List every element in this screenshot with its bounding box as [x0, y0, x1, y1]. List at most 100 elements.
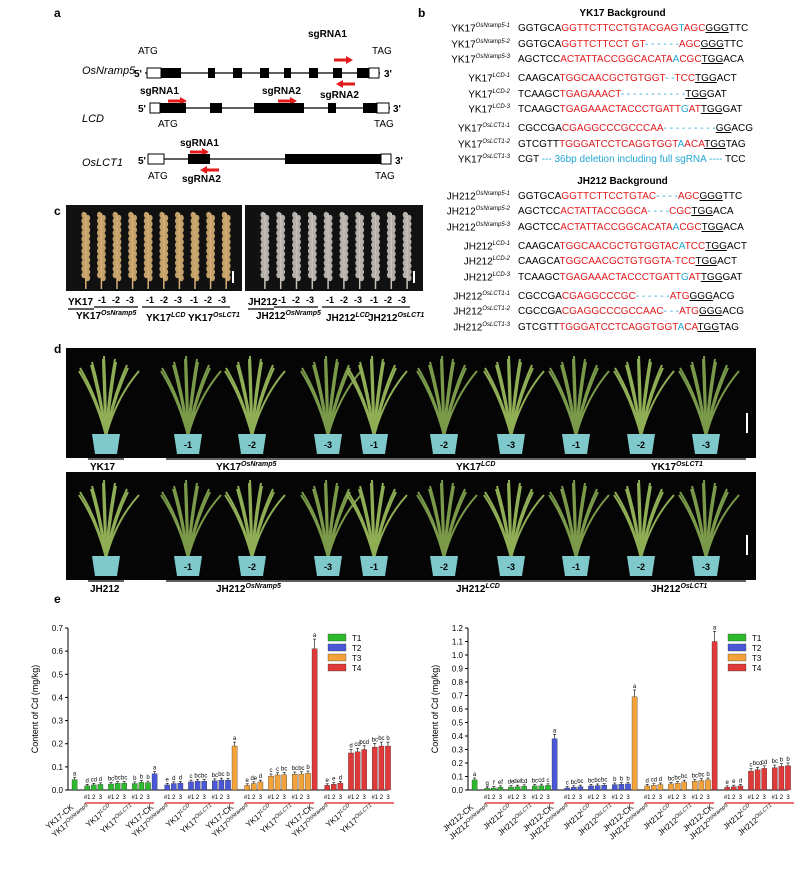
bar	[491, 787, 497, 791]
rice-plant	[160, 479, 222, 559]
line-number-label: -2	[112, 295, 120, 305]
y-tick-label: 0.6	[52, 647, 64, 656]
rice-plant	[678, 479, 740, 559]
sub-tick-label: 3	[546, 795, 550, 801]
y-tick-label: 0.8	[452, 678, 464, 687]
panicle	[386, 211, 396, 289]
bar	[171, 783, 177, 791]
line-number-label: -2	[384, 295, 392, 305]
bar	[564, 787, 570, 791]
sub-tick-label: 2	[140, 795, 144, 801]
legend-swatch	[327, 643, 347, 652]
plant-labels-jh212: JH212 JH212OsNramp5 JH212LCD JH212OsLCT1	[66, 580, 756, 595]
bar	[545, 785, 551, 791]
significance-letter: bc	[668, 776, 674, 782]
significance-letter: d	[259, 774, 262, 780]
sub-tick-label: #1	[348, 795, 355, 801]
sgrna1-label: sgRNA1	[308, 29, 347, 40]
bar	[84, 785, 90, 791]
rice-plant	[483, 479, 545, 559]
bar	[698, 780, 705, 791]
bar	[618, 784, 625, 791]
sgrna2-label: sgRNA2	[262, 86, 301, 97]
bar	[121, 782, 127, 791]
sub-tick-label: #1	[84, 795, 91, 801]
sub-tick-label: #1	[724, 795, 731, 801]
significance-letter: def	[513, 779, 522, 785]
mutant-label: JH212LCD	[456, 583, 500, 594]
significance-letter: d	[659, 777, 662, 783]
rice-plant	[224, 479, 286, 559]
panicle	[81, 211, 91, 289]
bar	[225, 779, 231, 791]
sequence-row-label: JH212OsNramp5-1	[446, 190, 510, 202]
sequence-row-label: YK17OsLCT1-2	[457, 138, 510, 150]
sub-tick-label: #1	[531, 795, 538, 801]
sequence-alignments: YK17 Background YK17OsNramp5-1 GGTGCAGGTT…	[420, 8, 795, 333]
bar	[292, 774, 298, 791]
sub-tick-label: 2	[572, 795, 576, 801]
significance-letter: bc	[212, 773, 218, 779]
pot-number-label: -2	[248, 562, 256, 572]
sequence-row: JH212OsNramp5-2 AGCTCCACTATTACCGGCA- - - …	[420, 202, 795, 218]
significance-letter: c	[566, 781, 569, 787]
sub-tick-label: #1	[484, 795, 491, 801]
significance-letter: e	[332, 777, 336, 783]
sequence-row: YK17LCD-1 CAAGCATGGCAACGCTGTGGT- -TCCTGGA…	[420, 69, 795, 85]
pot-number-label: -2	[440, 562, 448, 572]
rice-plant	[78, 479, 140, 559]
pot-number-label: -1	[184, 440, 192, 450]
line-number-label: -2	[204, 295, 212, 305]
bar	[651, 785, 657, 791]
sgrna2-label: sgRNA2	[320, 90, 359, 101]
significance-letter: d	[179, 775, 182, 781]
y-tick-label: 1.2	[452, 624, 464, 633]
three-prime-label: 3'	[384, 69, 392, 80]
pot-number-label: -2	[637, 562, 645, 572]
panicle	[371, 211, 380, 289]
pot	[314, 434, 342, 454]
bar	[674, 783, 681, 791]
sub-tick-label: 3	[306, 795, 310, 801]
significance-letter: b	[613, 777, 617, 783]
bar	[772, 767, 778, 791]
panel-label-a: a	[54, 6, 61, 20]
plant-labels-yk17: YK17 YK17OsNramp5 YK17LCD YK17OsLCT1	[66, 458, 756, 473]
significance-letter: bc	[114, 776, 120, 782]
panicle	[307, 211, 317, 289]
legend-swatch	[727, 653, 747, 662]
bar	[97, 784, 104, 791]
y-tick-label: 0.1	[52, 763, 64, 772]
sub-tick-label: 2	[252, 795, 256, 801]
scale-bar	[746, 535, 748, 555]
significance-letter: bc	[692, 773, 698, 779]
bar	[748, 770, 754, 791]
sequence-row: JH212OsNramp5-1 GGTGCAGGTTCTTCCTGTAC- - -…	[420, 187, 795, 203]
pot-number-label: -2	[440, 440, 448, 450]
bar	[521, 786, 527, 791]
bar	[361, 749, 367, 791]
panicle	[190, 211, 200, 289]
pot	[692, 434, 720, 454]
sequence-row-label: YK17LCD-1	[468, 73, 510, 85]
significance-letter: bc	[594, 778, 600, 784]
bar	[177, 782, 184, 791]
bar	[644, 785, 650, 791]
sub-tick-label: 2	[276, 795, 280, 801]
panicle-photo-jh212	[245, 205, 423, 291]
significance-letter: d	[646, 778, 649, 784]
sequence-row: JH212OsLCT1-3 GTCGTTTGGGATCCTCAGGTGGTACAT…	[420, 318, 795, 334]
sub-tick-label: 3	[363, 795, 367, 801]
sequence-row-label: YK17OsNramp5-1	[451, 23, 510, 35]
bar	[251, 783, 257, 791]
sub-tick-label: 2	[332, 795, 336, 801]
line-number-label: -2	[340, 295, 348, 305]
y-tick-label: 0.7	[452, 692, 464, 701]
significance-letter: bc	[588, 778, 594, 784]
bar	[631, 696, 638, 791]
rice-plant	[613, 355, 675, 437]
panicle	[143, 211, 153, 289]
bar	[785, 765, 791, 791]
line-number-label: -1	[146, 295, 154, 305]
bar	[588, 785, 594, 791]
